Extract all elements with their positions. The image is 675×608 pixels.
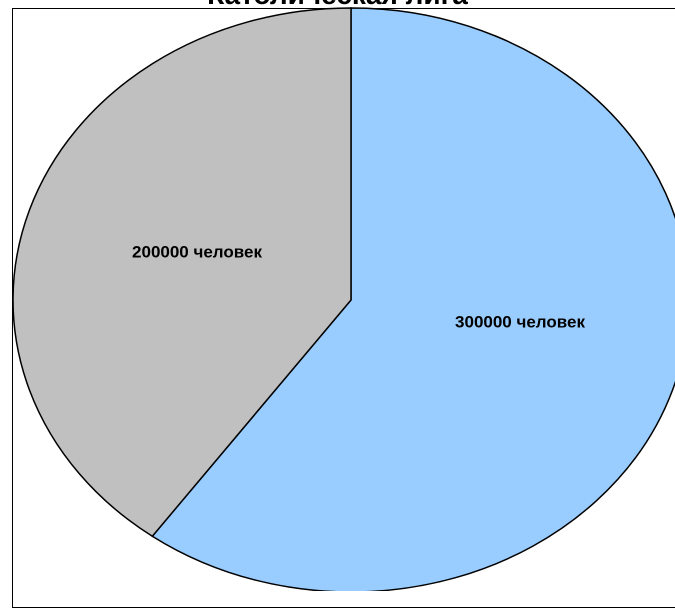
chart-title: Католическая лига: [0, 0, 675, 12]
pie-slices: [12, 7, 675, 591]
pie-slice-label-2: 300000 человек: [455, 312, 585, 331]
pie-slice-2: [151, 7, 675, 591]
pie-chart: 200000 человек 300000 человек: [12, 7, 675, 591]
pie-labels: 200000 человек 300000 человек: [132, 242, 585, 331]
pie-slice-label-1: 200000 человек: [132, 242, 262, 261]
pie-slice-1: [12, 7, 352, 538]
